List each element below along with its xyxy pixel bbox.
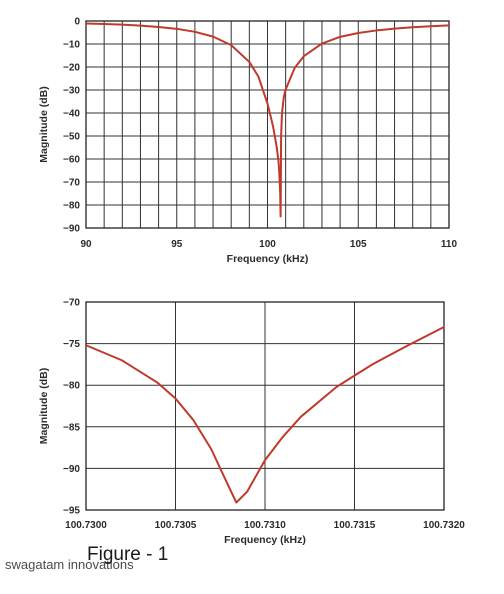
chart1-y-tick-label: −80 <box>63 201 80 212</box>
chart1-x-tick-label: 90 <box>80 239 92 250</box>
chart1-y-tick-label: −60 <box>63 155 80 166</box>
chart1-x-tick-label: 100 <box>259 239 276 250</box>
chart2-x-tick-label: 100.7320 <box>423 520 465 531</box>
chart2-y-tick-label: −80 <box>63 381 80 392</box>
chart2-x-tick-label: 100.7305 <box>155 520 197 531</box>
chart1-x-tick-label: 105 <box>350 239 367 250</box>
watermark-text: swagatam innovations <box>5 557 134 572</box>
chart2-x-tick-label: 100.7315 <box>334 520 376 531</box>
chart1-y-tick-label: −30 <box>63 86 80 97</box>
chart1-x-axis-title: Frequency (kHz) <box>227 253 309 265</box>
chart2-y-tick-label: −90 <box>63 464 80 475</box>
chart1-y-tick-label: −90 <box>63 224 80 235</box>
figure-caption: Figure - 1 <box>87 544 169 565</box>
chart1-plot-frame <box>85 20 450 229</box>
chart1-y-tick-label: 0 <box>74 17 80 28</box>
chart2-x-tick-label: 100.7300 <box>65 520 107 531</box>
chart1-x-tick-label: 95 <box>171 239 183 250</box>
chart2-y-tick-label: −75 <box>63 339 80 350</box>
chart2-plot-frame <box>85 301 445 511</box>
chart1-x-tick-label: 110 <box>441 239 458 250</box>
chart1-y-tick-label: −10 <box>63 40 80 51</box>
chart1-y-tick-label: −70 <box>63 178 80 189</box>
chart1-y-tick-label: −40 <box>63 109 80 120</box>
chart2-x-tick-label: 100.7310 <box>244 520 286 531</box>
chart2-y-tick-label: −70 <box>63 298 80 309</box>
chart1-y-axis-title: Magnitude (dB) <box>38 86 50 162</box>
chart2-series-line <box>85 325 445 504</box>
chart1-y-tick-label: −50 <box>63 132 80 143</box>
chart1-series-line <box>85 22 450 218</box>
chart1-y-tick-label: −20 <box>63 63 80 74</box>
chart2-y-axis-title: Magnitude (dB) <box>38 368 50 444</box>
chart2-y-tick-label: −85 <box>63 422 80 433</box>
chart2-x-axis-title: Frequency (kHz) <box>224 534 306 546</box>
chart2-y-tick-label: −95 <box>63 506 80 517</box>
